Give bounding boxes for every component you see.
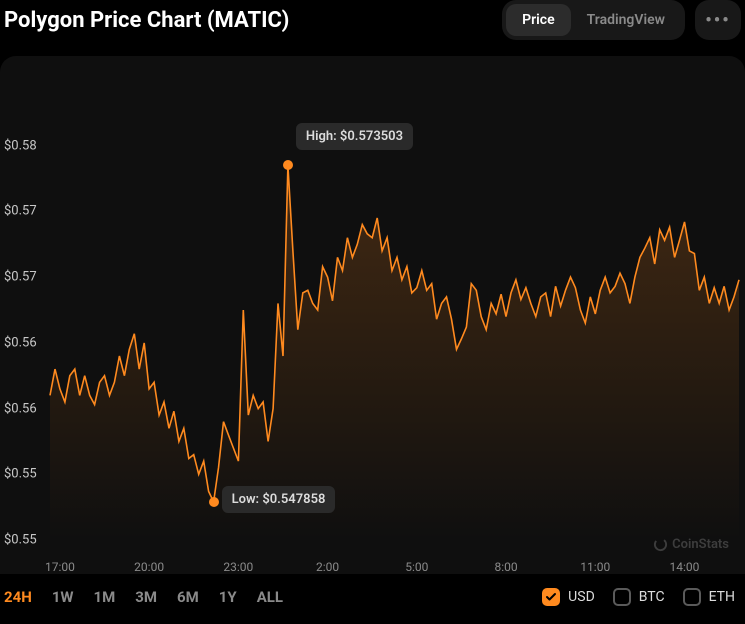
low-annotation: Low: $0.547858 xyxy=(222,486,336,513)
checkbox-icon xyxy=(613,588,631,606)
range-1w[interactable]: 1W xyxy=(52,588,74,606)
tab-price[interactable]: Price xyxy=(506,4,571,36)
x-axis-label: 20:00 xyxy=(134,560,164,574)
more-button[interactable]: ••• xyxy=(695,0,741,40)
quote-eth[interactable]: ETH xyxy=(683,588,735,606)
y-axis-label: $0.55 xyxy=(4,467,37,482)
quote-label: ETH xyxy=(709,589,735,605)
checkbox-icon xyxy=(683,588,701,606)
high-annotation: High: $0.573503 xyxy=(296,123,413,150)
x-axis-label: 2:00 xyxy=(316,560,339,574)
y-axis-label: $0.56 xyxy=(4,401,37,416)
tab-tradingview[interactable]: TradingView xyxy=(571,4,681,36)
toolbar: 24H 1W 1M 3M 6M 1Y ALL USD BTC ETH xyxy=(0,574,745,606)
y-axis-label: $0.58 xyxy=(4,138,37,153)
range-3m[interactable]: 3M xyxy=(135,588,157,606)
range-24h[interactable]: 24H xyxy=(4,588,32,606)
checkbox-icon xyxy=(542,588,560,606)
x-axis-label: 14:00 xyxy=(670,560,700,574)
range-all[interactable]: ALL xyxy=(257,588,283,606)
x-axis-label: 5:00 xyxy=(405,560,428,574)
watermark: CoinStats xyxy=(653,537,729,552)
x-axis-label: 8:00 xyxy=(494,560,517,574)
header-controls: PriceTradingView ••• xyxy=(502,0,741,40)
range-1y[interactable]: 1Y xyxy=(219,588,237,606)
y-axis-label: $0.57 xyxy=(4,204,37,219)
x-axis-label: 17:00 xyxy=(45,560,75,574)
range-6m[interactable]: 6M xyxy=(177,588,199,606)
x-axis-label: 11:00 xyxy=(580,560,610,574)
range-1m[interactable]: 1M xyxy=(94,588,116,606)
y-axis-label: $0.57 xyxy=(4,270,37,285)
quote-label: USD xyxy=(568,589,595,605)
low-marker xyxy=(209,497,219,507)
chart-panel: $0.55 $0.55 $0.56 $0.56 $0.57 $0.57 $0.58 17:0… xyxy=(0,56,745,574)
quote-usd[interactable]: USD xyxy=(542,588,595,606)
x-axis-label: 23:00 xyxy=(223,560,253,574)
y-axis-label: $0.55 xyxy=(4,533,37,548)
time-ranges: 24H 1W 1M 3M 6M 1Y ALL xyxy=(4,588,283,606)
view-tabs: PriceTradingView xyxy=(502,0,685,40)
y-axis-label: $0.56 xyxy=(4,335,37,350)
quote-label: BTC xyxy=(639,589,665,605)
quote-currencies: USD BTC ETH xyxy=(542,588,735,606)
watermark-label: CoinStats xyxy=(672,537,729,552)
page-title: Polygon Price Chart (MATIC) xyxy=(4,8,289,33)
quote-btc[interactable]: BTC xyxy=(613,588,665,606)
high-marker xyxy=(283,160,293,170)
